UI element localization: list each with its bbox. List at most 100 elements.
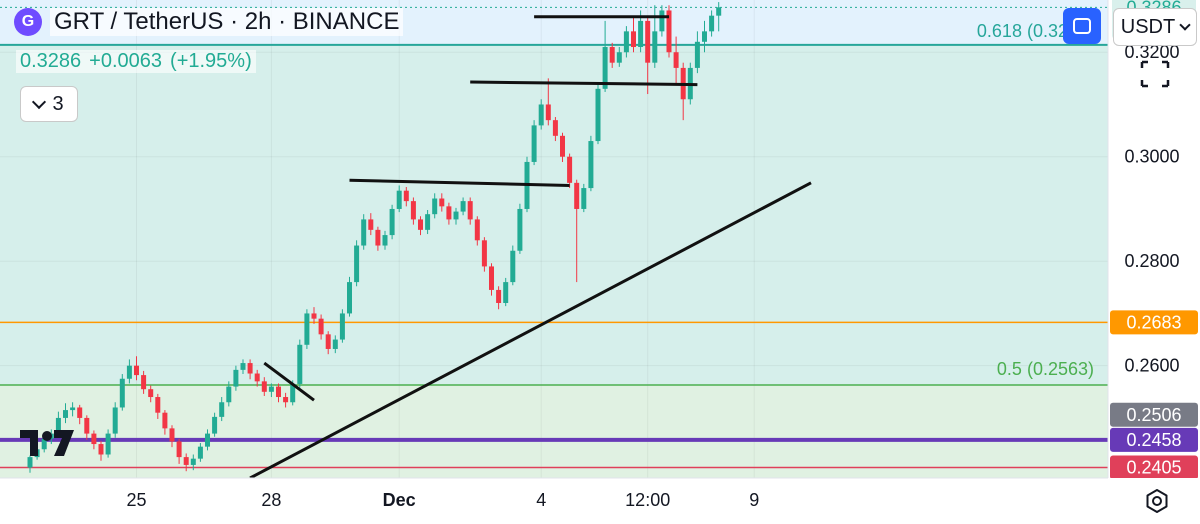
candle [339,309,345,343]
price-change: +0.0063 [89,50,163,72]
candle-body [588,141,594,189]
candle [510,245,516,286]
candle [602,20,608,92]
price-badge [1110,310,1198,335]
candle-body [560,135,565,157]
candle-body [382,235,388,246]
candle [155,393,161,419]
candle-body [141,375,147,390]
currency-select[interactable]: USDT [1113,8,1197,46]
candle [581,183,587,213]
candle [254,369,260,387]
candle [418,216,423,236]
candle-body [631,31,636,48]
candle [560,132,565,162]
price-badge-label: 0.2405 [1126,458,1181,478]
candle [311,307,317,324]
candle [268,383,274,398]
candle-body [489,266,494,290]
candle [98,440,104,461]
candle [247,359,253,380]
candle-body [467,201,473,220]
candle [176,438,182,464]
x-tick-label: 28 [261,490,281,510]
graph-logo-icon: G [14,8,42,36]
price-badge-label: 0.2458 [1126,430,1181,450]
candle [354,240,360,287]
candle [389,204,395,240]
candle-body [510,250,516,283]
candle [112,402,118,438]
y-tick-label: 0.3000 [1124,147,1179,167]
candle [631,15,636,53]
candle-body [709,15,715,32]
candle-body [517,208,523,251]
screen-mode-button[interactable] [1063,8,1101,44]
candle [666,5,672,58]
candle-body [105,433,111,455]
candle [91,430,97,450]
candle [297,339,303,388]
currency-label: USDT [1120,15,1176,38]
candle [126,359,132,384]
candle-body [183,457,189,465]
candle-body [432,198,438,215]
trendline [249,181,812,480]
candle-body [347,282,352,314]
x-tick-label: 9 [749,490,759,510]
candle [481,237,487,272]
candle-body [247,363,253,374]
legend-count: 3 [52,92,64,115]
candle [517,203,523,254]
candle-body [112,407,118,434]
legend-toggle-button[interactable]: 3 [20,86,78,122]
candle [70,402,76,417]
candle-body [254,373,260,382]
candle-body [148,389,154,398]
candle-body [361,219,367,246]
candle [141,370,147,394]
candle [347,276,352,317]
y-tick-label: 0.2800 [1124,251,1179,271]
candle-body [666,10,672,53]
candle [361,214,367,250]
candle-body [481,240,487,267]
candle-body [276,386,281,398]
candle-body [418,219,423,230]
price-axis-background [1108,0,1200,478]
candle-body [27,457,33,468]
candle-body [63,410,68,418]
candle-body [439,198,445,207]
y-tick-label: 0.2600 [1124,356,1179,376]
symbol-title[interactable]: GRT / TetherUS · 2h · BINANCE [50,8,404,36]
candle [219,397,225,422]
candle-body [354,245,360,283]
candle [162,410,168,435]
candle [453,207,459,225]
candle-body [552,120,558,136]
candle [190,454,196,471]
candle-body [410,201,416,220]
candle-body [496,289,502,303]
candle-body [694,41,700,68]
x-tick-label: 4 [536,490,546,510]
gear-icon[interactable] [1144,488,1170,514]
fullscreen-icon [1140,60,1170,88]
candle [27,455,33,473]
candle [595,83,601,145]
candle [545,78,551,126]
price-badge [1110,402,1198,427]
fib-label-05: 0.5 (0.2563) [997,359,1094,379]
trendline [263,361,315,402]
candle [552,117,558,142]
candle-body [119,378,125,408]
price-badge-label: 0.2683 [1126,312,1181,332]
candle-body [581,188,587,209]
candle-body [134,365,139,376]
candle-body [425,214,431,230]
candle-body [219,402,225,417]
candle-body [162,412,168,429]
candle-body [126,365,132,379]
logo-letter: G [21,13,35,30]
